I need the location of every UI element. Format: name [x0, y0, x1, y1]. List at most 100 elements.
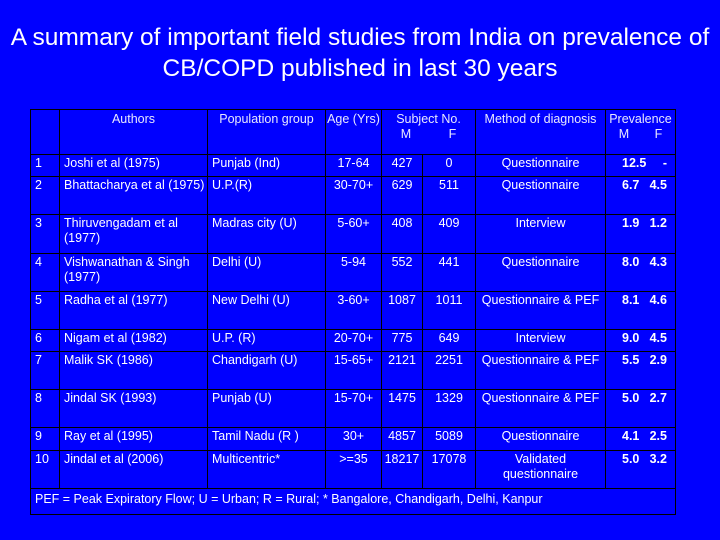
- table-row: 7 Malik SK (1986) Chandigarh (U) 15-65+ …: [30, 351, 676, 390]
- row-subject-f: 5089: [422, 427, 476, 451]
- row-age: 3-60+: [325, 291, 382, 330]
- table-row: 4 Vishwanathan & Singh (1977) Delhi (U) …: [30, 253, 676, 292]
- row-age: 30+: [325, 427, 382, 451]
- header-subject-label: Subject No.: [396, 112, 461, 126]
- row-prevalence: 8.1 4.6: [605, 291, 676, 330]
- table-row: 8 Jindal SK (1993) Punjab (U) 15-70+ 147…: [30, 389, 676, 428]
- row-authors: Ray et al (1995): [59, 427, 208, 451]
- row-age: >=35: [325, 450, 382, 489]
- row-subject-f: 649: [422, 329, 476, 352]
- row-prev-f: 2.7: [649, 391, 667, 405]
- row-subject-m: 629: [381, 176, 423, 215]
- row-prev-m: 12.5: [622, 156, 647, 170]
- row-number: 8: [30, 389, 60, 428]
- row-prev-m: 5.0: [622, 391, 640, 405]
- row-age: 20-70+: [325, 329, 382, 352]
- row-subject-m: 427: [381, 154, 423, 177]
- row-authors: Radha et al (1977): [59, 291, 208, 330]
- row-prev-f: 4.5: [649, 178, 667, 192]
- row-prev-m: 8.1: [622, 293, 640, 307]
- row-authors: Nigam et al (1982): [59, 329, 208, 352]
- row-subject-m: 2121: [381, 351, 423, 390]
- row-subject-m: 1087: [381, 291, 423, 330]
- row-method: Validated questionnaire: [475, 450, 606, 489]
- row-prev-m: 1.9: [622, 216, 640, 230]
- row-subject-f: 511: [422, 176, 476, 215]
- row-subject-f: 1329: [422, 389, 476, 428]
- row-number: 3: [30, 214, 60, 254]
- row-prev-f: 1.2: [649, 216, 667, 230]
- table-row: 9 Ray et al (1995) Tamil Nadu (R ) 30+ 4…: [30, 427, 676, 451]
- row-subject-f: 2251: [422, 351, 476, 390]
- row-method: Interview: [475, 214, 606, 254]
- row-subject-f: 1011: [422, 291, 476, 330]
- row-population: U.P. (R): [207, 329, 326, 352]
- row-number: 1: [30, 154, 60, 177]
- row-age: 5-94: [325, 253, 382, 292]
- row-prev-m: 4.1: [622, 429, 640, 443]
- row-prev-f: 2.5: [649, 429, 667, 443]
- table-row: 2 Bhattacharya et al (1975) U.P.(R) 30-7…: [30, 176, 676, 215]
- row-prev-f: 2.9: [649, 353, 667, 367]
- row-method: Questionnaire & PEF: [475, 291, 606, 330]
- row-prev-f: 4.6: [649, 293, 667, 307]
- row-number: 6: [30, 329, 60, 352]
- row-method: Interview: [475, 329, 606, 352]
- header-method: Method of diagnosis: [475, 109, 606, 155]
- row-subject-m: 775: [381, 329, 423, 352]
- row-number: 7: [30, 351, 60, 390]
- header-prevalence-label: Prevalence: [609, 112, 672, 126]
- row-population: Chandigarh (U): [207, 351, 326, 390]
- row-prev-f: 3.2: [649, 452, 667, 466]
- row-prev-m: 6.7: [622, 178, 640, 192]
- row-method: Questionnaire: [475, 427, 606, 451]
- header-age: Age (Yrs): [325, 109, 382, 155]
- header-prev-m: M: [618, 127, 630, 141]
- row-subject-m: 552: [381, 253, 423, 292]
- header-population: Population group: [207, 109, 326, 155]
- row-population: Punjab (U): [207, 389, 326, 428]
- table-row: 1 Joshi et al (1975) Punjab (Ind) 17-64 …: [30, 154, 676, 177]
- row-number: 9: [30, 427, 60, 451]
- row-prevalence: 8.0 4.3: [605, 253, 676, 292]
- row-subject-f: 0: [422, 154, 476, 177]
- row-subject-m: 1475: [381, 389, 423, 428]
- table-row: 6 Nigam et al (1982) U.P. (R) 20-70+ 775…: [30, 329, 676, 352]
- studies-table: Authors Population group Age (Yrs) Subje…: [30, 109, 676, 515]
- header-subject-m: M: [400, 127, 412, 141]
- header-subject-f: F: [448, 127, 457, 141]
- table-header-row: Authors Population group Age (Yrs) Subje…: [30, 109, 676, 155]
- row-number: 4: [30, 253, 60, 292]
- row-authors: Vishwanathan & Singh (1977): [59, 253, 208, 292]
- row-age: 15-70+: [325, 389, 382, 428]
- table-row: 3 Thiruvengadam et al (1977) Madras city…: [30, 214, 676, 254]
- row-subject-m: 4857: [381, 427, 423, 451]
- row-authors: Thiruvengadam et al (1977): [59, 214, 208, 254]
- row-prev-m: 8.0: [622, 255, 640, 269]
- row-prev-m: 9.0: [622, 331, 640, 345]
- row-prevalence: 9.0 4.5: [605, 329, 676, 352]
- row-population: Madras city (U): [207, 214, 326, 254]
- row-prevalence: 5.0 3.2: [605, 450, 676, 489]
- row-prev-f: -: [662, 156, 667, 170]
- row-population: New Delhi (U): [207, 291, 326, 330]
- slide-title: A summary of important field studies fro…: [10, 24, 710, 82]
- row-number: 10: [30, 450, 60, 489]
- row-subject-m: 18217: [381, 450, 423, 489]
- row-subject-f: 409: [422, 214, 476, 254]
- row-prev-m: 5.0: [622, 452, 640, 466]
- row-number: 2: [30, 176, 60, 215]
- row-prev-f: 4.3: [649, 255, 667, 269]
- row-population: Tamil Nadu (R ): [207, 427, 326, 451]
- row-method: Questionnaire & PEF: [475, 389, 606, 428]
- row-method: Questionnaire & PEF: [475, 351, 606, 390]
- row-prevalence: 12.5 -: [605, 154, 676, 177]
- row-population: Delhi (U): [207, 253, 326, 292]
- row-prevalence: 1.9 1.2: [605, 214, 676, 254]
- row-age: 17-64: [325, 154, 382, 177]
- table-row: 10 Jindal et al (2006) Multicentric* >=3…: [30, 450, 676, 489]
- row-method: Questionnaire: [475, 253, 606, 292]
- row-authors: Jindal SK (1993): [59, 389, 208, 428]
- row-prev-m: 5.5: [622, 353, 640, 367]
- header-subject-no: Subject No. M F: [381, 109, 476, 155]
